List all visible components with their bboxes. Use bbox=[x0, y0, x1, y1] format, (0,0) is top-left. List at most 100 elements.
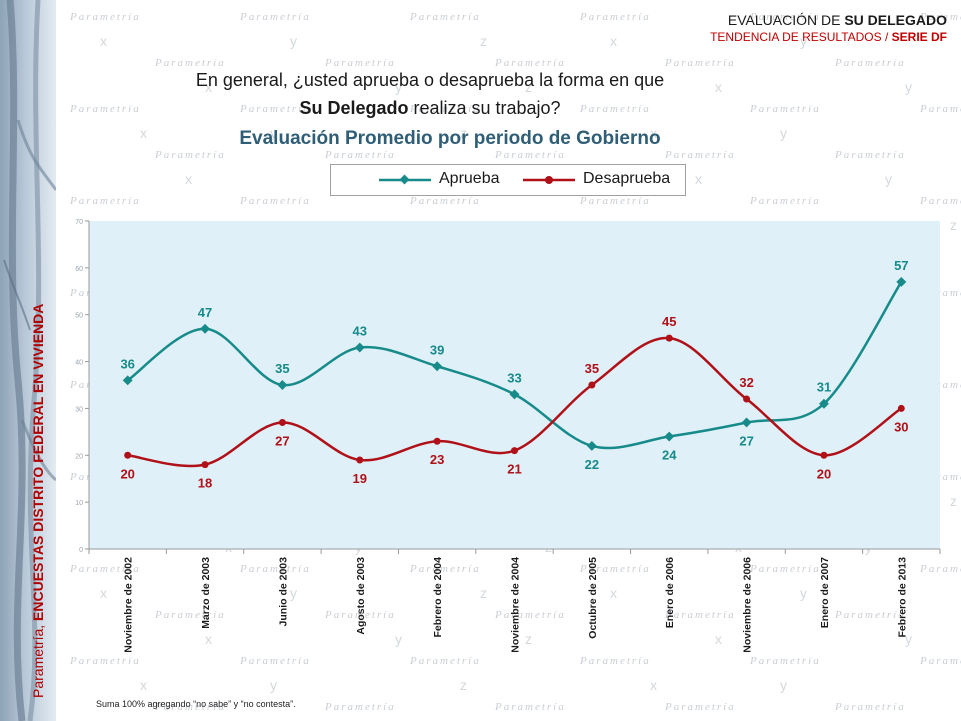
watermark-text: Parametría bbox=[664, 149, 736, 161]
watermark-letter: y bbox=[270, 677, 277, 693]
watermark-text: Parametría bbox=[409, 195, 481, 207]
aprueba-point bbox=[509, 389, 520, 400]
watermark-text: Parametría bbox=[409, 563, 481, 575]
legend: Aprueba Desaprueba bbox=[330, 164, 686, 196]
watermark-text: Parametría bbox=[324, 57, 396, 69]
watermark-text: Parametría bbox=[69, 103, 141, 115]
legend-aprueba-swatch bbox=[379, 174, 431, 185]
watermark-letter: y bbox=[800, 33, 807, 49]
watermark-text: Parametría bbox=[239, 563, 311, 575]
watermark-letter: y bbox=[780, 125, 787, 141]
data-label-desaprueba: 45 bbox=[662, 314, 676, 329]
watermark-letter: x bbox=[610, 33, 617, 49]
watermark-text: Parametría bbox=[494, 149, 566, 161]
data-label-desaprueba: 19 bbox=[353, 471, 367, 486]
data-label-desaprueba: 30 bbox=[894, 419, 908, 434]
watermark-text: Parametría bbox=[919, 11, 961, 23]
watermark-letter: z bbox=[480, 585, 487, 601]
legend-desaprueba-label: Desaprueba bbox=[583, 170, 671, 187]
data-label-aprueba: 24 bbox=[662, 448, 677, 463]
watermark-text: Parametría bbox=[324, 701, 396, 713]
tree-branches-image bbox=[3, 0, 56, 721]
header: EVALUACIÓN DE SU DELEGADO TENDENCIA DE R… bbox=[710, 12, 947, 44]
aprueba-point bbox=[200, 323, 210, 334]
data-label-aprueba: 33 bbox=[507, 370, 521, 385]
watermark-letter: y bbox=[270, 125, 277, 141]
watermark-text: Parametría bbox=[919, 563, 961, 575]
watermark-text: Parametría bbox=[494, 57, 566, 69]
x-tick-label: Junio de 2003 bbox=[277, 557, 289, 627]
watermark-text: Parametría bbox=[239, 11, 311, 23]
watermark-letter: z bbox=[460, 677, 467, 693]
desaprueba-point bbox=[511, 447, 518, 455]
question-line-1: En general, ¿usted aprueba o desaprueba … bbox=[195, 70, 665, 90]
watermark-text: Parametría bbox=[69, 11, 141, 23]
watermark-text: Parametría bbox=[494, 609, 566, 621]
data-label-desaprueba: 18 bbox=[198, 476, 212, 491]
watermark-letter: z bbox=[480, 33, 487, 49]
side-vertical-title: Parametría, ENCUESTAS DISTRITO FEDERAL E… bbox=[30, 304, 46, 698]
data-label-aprueba: 57 bbox=[894, 258, 908, 273]
watermark-text: Parametría bbox=[324, 609, 396, 621]
desaprueba-point bbox=[665, 334, 673, 342]
watermark-letter: y bbox=[395, 79, 402, 95]
data-label-aprueba: 31 bbox=[817, 380, 831, 395]
data-label-desaprueba: 21 bbox=[507, 462, 521, 477]
data-label-aprueba: 27 bbox=[739, 433, 753, 448]
data-label-desaprueba: 35 bbox=[585, 361, 599, 376]
watermark-text: Parametría bbox=[579, 103, 651, 115]
desaprueba-point bbox=[278, 418, 286, 426]
x-tick-label: Marzo de 2003 bbox=[200, 557, 212, 629]
watermark-letter: x bbox=[205, 631, 212, 647]
watermark-text: Parametría bbox=[494, 701, 566, 713]
aprueba-point bbox=[277, 380, 288, 390]
header-subtitle: TENDENCIA DE RESULTADOS / SERIE DF bbox=[710, 30, 947, 44]
aprueba-point bbox=[432, 361, 443, 372]
watermark-text: Parametría bbox=[324, 149, 396, 161]
watermark-text: Parametría bbox=[154, 57, 226, 69]
aprueba-point bbox=[664, 431, 675, 442]
watermark-text: Parametría bbox=[579, 11, 651, 23]
watermark-text: Parametría bbox=[664, 701, 736, 713]
watermark-text: Parametría bbox=[409, 655, 481, 667]
aprueba-point bbox=[896, 276, 907, 287]
watermark-letter: x bbox=[100, 33, 107, 49]
watermark-letter: x bbox=[695, 171, 702, 187]
tree-photo-strip bbox=[0, 0, 56, 721]
y-tick-label: 70 bbox=[75, 219, 83, 226]
watermark-letter: y bbox=[395, 631, 402, 647]
y-tick-label: 20 bbox=[75, 453, 83, 460]
watermark-letter: y bbox=[780, 677, 787, 693]
legend-aprueba-label: Aprueba bbox=[439, 170, 500, 187]
watermark-text: Parametría bbox=[579, 655, 651, 667]
desaprueba-point bbox=[588, 381, 596, 389]
watermark-text: Parametría bbox=[409, 11, 481, 23]
question-subject: Su Delegado bbox=[299, 98, 409, 118]
footnote: Suma 100% agregando “no sabe” y “no cont… bbox=[96, 699, 296, 709]
y-tick-label: 10 bbox=[75, 500, 83, 507]
watermark-text: Parametría bbox=[749, 11, 821, 23]
x-tick-label: Noviembre de 2006 bbox=[742, 557, 754, 653]
y-tick-label: 30 bbox=[75, 406, 83, 413]
question-line-2: Su Delegado realiza su trabajo? bbox=[100, 94, 760, 122]
watermark-text: Parametría bbox=[239, 195, 311, 207]
watermark-letter: z bbox=[950, 217, 957, 233]
side-title-bold: ENCUESTAS DISTRITO FEDERAL EN VIVIENDA bbox=[30, 303, 46, 621]
desaprueba-point bbox=[124, 451, 132, 459]
x-tick-label: Noviembre de 2002 bbox=[123, 557, 135, 653]
data-label-aprueba: 43 bbox=[353, 324, 367, 339]
watermark-letter: z bbox=[460, 125, 467, 141]
desaprueba-point bbox=[356, 456, 364, 464]
data-label-aprueba: 47 bbox=[198, 305, 212, 320]
data-label-desaprueba: 32 bbox=[739, 375, 753, 390]
watermark-letter: x bbox=[715, 631, 722, 647]
data-label-desaprueba: 27 bbox=[275, 433, 289, 448]
watermark-letter: y bbox=[905, 631, 912, 647]
desaprueba-point bbox=[820, 451, 828, 459]
watermark-text: Parametría bbox=[834, 701, 906, 713]
x-tick-label: Enero de 2007 bbox=[819, 557, 831, 628]
watermark-letter: x bbox=[715, 79, 722, 95]
plot-area bbox=[89, 221, 940, 549]
watermark-letter: x bbox=[100, 585, 107, 601]
aprueba-point bbox=[819, 398, 829, 409]
